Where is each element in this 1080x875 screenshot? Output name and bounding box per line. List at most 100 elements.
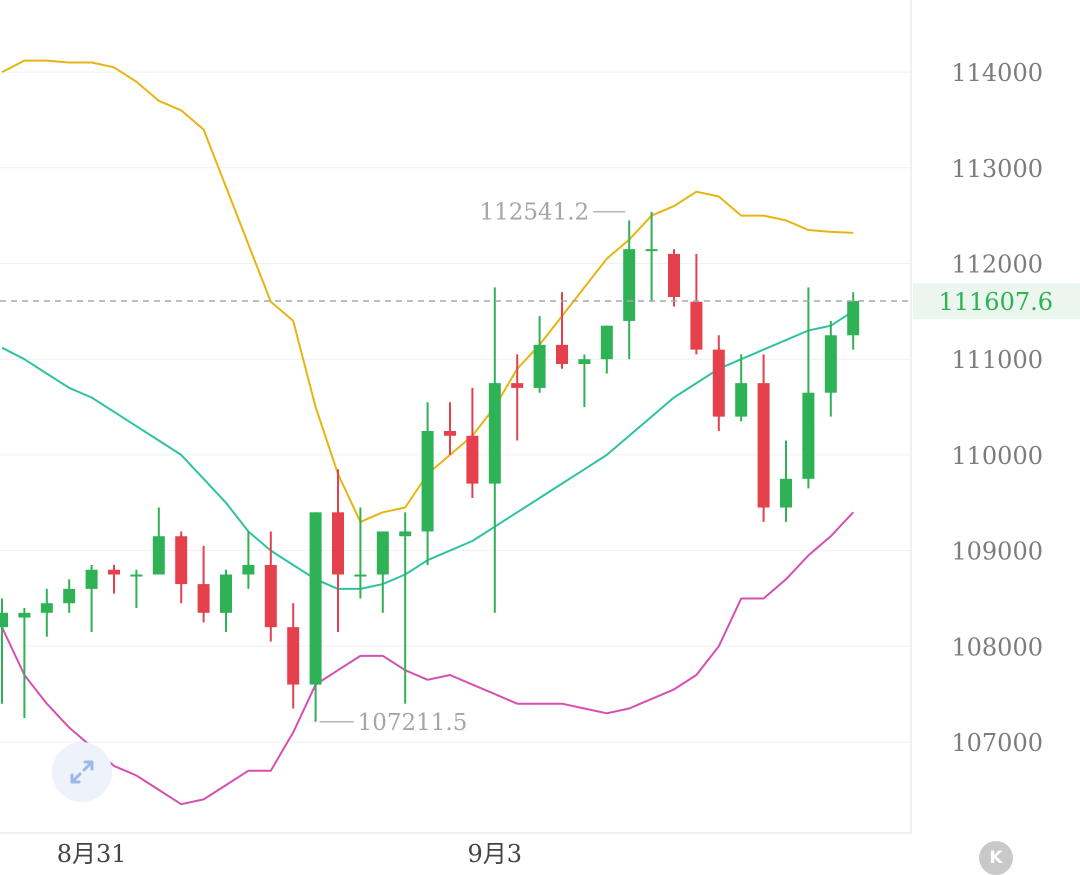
price-axis: 107000 108000 109000 110000 111000 112000 1130… — [951, 59, 1043, 757]
candle-body — [264, 564, 277, 628]
candle-body — [309, 512, 322, 685]
expand-icon — [70, 760, 94, 784]
candle-body — [556, 344, 568, 364]
candle-body — [63, 588, 76, 604]
candle — [421, 402, 434, 565]
price-tick-label: 110000 — [951, 442, 1043, 470]
annotation-label: 107211.5 — [358, 710, 468, 736]
candle — [18, 608, 31, 719]
expand-button[interactable] — [52, 742, 112, 802]
time-tick-label: 9月3 — [468, 840, 523, 868]
candle — [63, 579, 76, 613]
candle — [757, 354, 770, 522]
candle — [85, 564, 98, 632]
candle — [802, 287, 815, 489]
candle-body — [399, 531, 412, 537]
candle-body — [824, 335, 837, 393]
candle-body — [712, 349, 725, 417]
price-tick-label: 107000 — [951, 729, 1043, 757]
candle-body — [130, 574, 143, 577]
price-tick-label: 109000 — [951, 538, 1043, 566]
lower-band-line — [1, 511, 854, 806]
candle — [130, 569, 143, 609]
candle-body — [376, 531, 389, 575]
candle — [488, 287, 501, 613]
candle-body — [511, 383, 524, 388]
price-tick-label: 113000 — [951, 155, 1043, 183]
candle — [556, 292, 568, 369]
candle-body — [287, 627, 300, 685]
candle-body — [332, 512, 344, 575]
price-tick-label: 111000 — [951, 346, 1043, 374]
candle — [735, 354, 748, 422]
candle — [197, 545, 210, 623]
candle — [533, 316, 546, 393]
candle-body — [780, 478, 792, 508]
candle — [242, 531, 255, 589]
candle — [780, 440, 792, 522]
candle — [511, 354, 524, 441]
candle-body — [645, 249, 658, 252]
candle — [354, 507, 367, 599]
candle — [220, 569, 232, 632]
candle — [645, 211, 658, 302]
candle — [108, 564, 120, 594]
candle-body — [802, 392, 815, 479]
candle-body — [600, 325, 613, 360]
candle — [444, 402, 456, 455]
candle — [287, 603, 300, 709]
candle — [152, 507, 165, 575]
price-tick-label: 114000 — [951, 59, 1043, 87]
time-tick-label: 8月31 — [57, 840, 127, 868]
candle — [578, 354, 591, 408]
candle — [600, 325, 613, 374]
candle-body — [421, 430, 434, 532]
candle — [332, 469, 344, 632]
current-price-tag — [913, 283, 1080, 320]
candle-body — [40, 603, 53, 613]
candle — [264, 531, 277, 642]
current-price-label: 111607.6 — [938, 288, 1053, 316]
candle-body — [354, 574, 367, 577]
candle-body — [197, 584, 210, 613]
candle-body — [175, 536, 188, 585]
candle-body — [578, 359, 591, 364]
k-logo-button[interactable]: K — [979, 841, 1013, 875]
candle-body — [108, 569, 120, 575]
candle-body — [466, 435, 479, 484]
candle-body — [0, 612, 8, 628]
annotation-label: 112541.2 — [479, 200, 589, 226]
k-logo-icon: K — [989, 848, 1003, 868]
price-annotations: 112541.2 107211.5 — [319, 200, 626, 736]
candle — [466, 387, 479, 498]
candle-body — [18, 612, 31, 618]
candle-body — [152, 536, 165, 575]
candle-body — [488, 383, 501, 484]
candle-body — [533, 344, 546, 388]
candle-body — [847, 301, 860, 336]
candle — [376, 531, 389, 613]
candle — [175, 531, 188, 604]
candle — [824, 320, 837, 417]
candle — [0, 598, 8, 704]
candle — [690, 253, 703, 355]
candle-body — [690, 301, 703, 350]
candle — [712, 335, 725, 431]
candle-body — [735, 383, 748, 417]
current-price-marker: 111607.6 — [0, 283, 1080, 320]
candle — [847, 292, 860, 350]
time-axis: 8月31 9月3 — [57, 840, 522, 868]
price-tick-label: 112000 — [951, 251, 1043, 279]
candle — [40, 588, 53, 637]
candle-body — [668, 253, 680, 297]
candle-body — [220, 574, 232, 613]
candle-body — [444, 430, 456, 436]
candles — [0, 211, 860, 722]
candle — [623, 220, 636, 360]
candle — [399, 512, 412, 704]
price-tick-label: 108000 — [951, 633, 1043, 661]
candle-body — [757, 383, 770, 508]
candle-body — [85, 569, 98, 589]
grid-lines — [0, 71, 911, 743]
